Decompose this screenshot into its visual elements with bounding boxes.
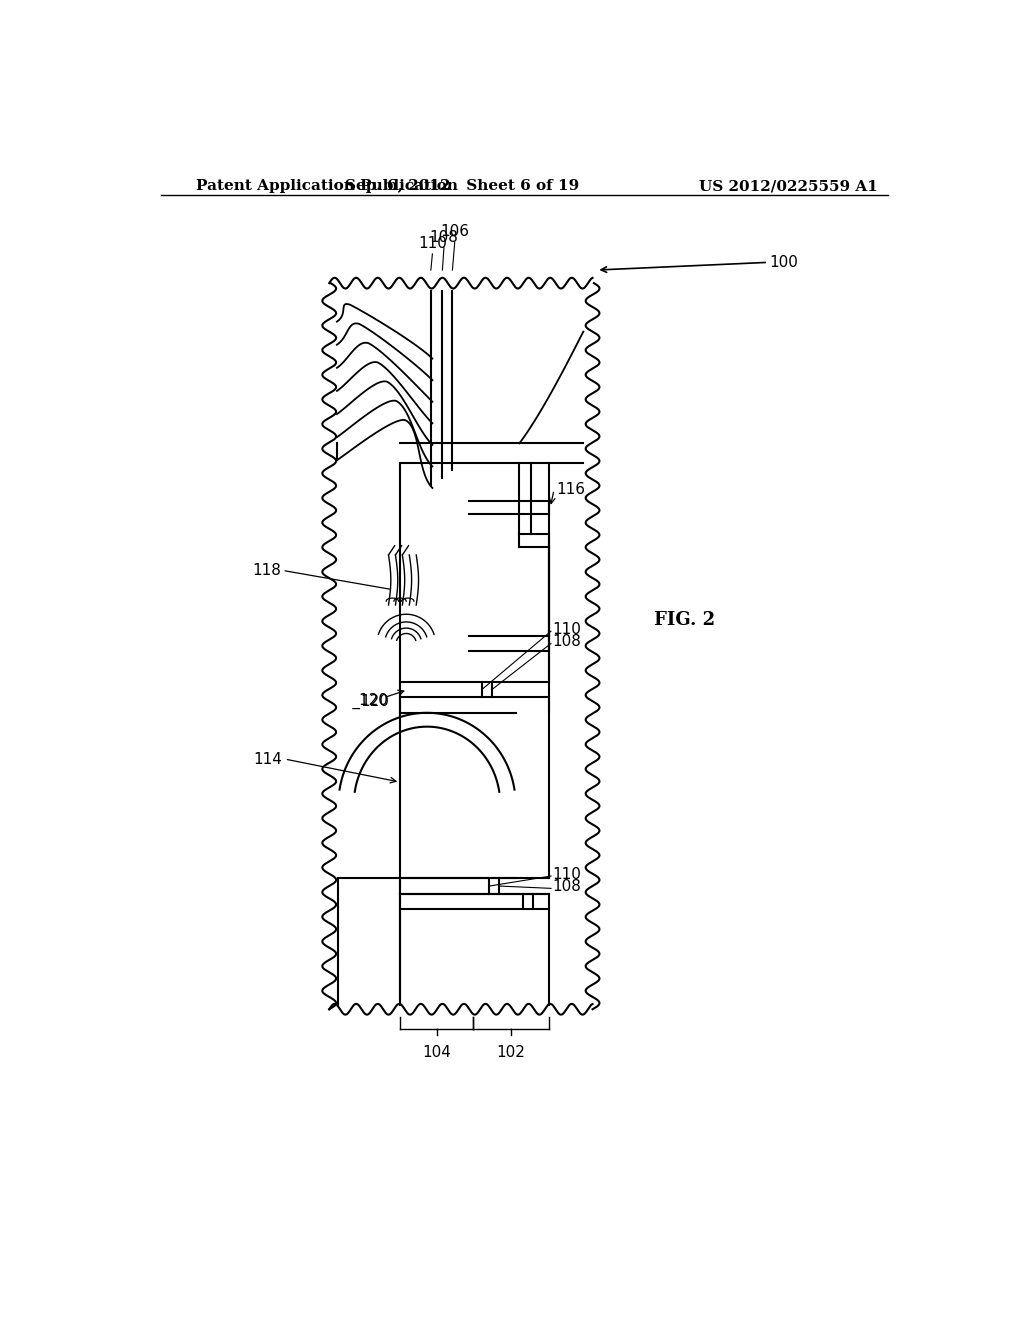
Text: 110: 110 xyxy=(553,622,582,638)
Text: ̲120: ̲120 xyxy=(360,693,389,709)
Text: US 2012/0225559 A1: US 2012/0225559 A1 xyxy=(698,180,878,193)
Text: 118: 118 xyxy=(252,562,281,578)
Text: 108: 108 xyxy=(553,635,582,649)
Text: 110: 110 xyxy=(418,236,446,251)
Text: 120: 120 xyxy=(360,694,389,709)
Text: 110: 110 xyxy=(553,867,582,882)
Text: 102: 102 xyxy=(497,1045,525,1060)
Text: 108: 108 xyxy=(429,230,459,244)
Text: 108: 108 xyxy=(553,879,582,895)
Text: 100: 100 xyxy=(770,255,799,269)
Text: Sep. 6, 2012   Sheet 6 of 19: Sep. 6, 2012 Sheet 6 of 19 xyxy=(344,180,579,193)
Text: 104: 104 xyxy=(422,1045,452,1060)
Text: 116: 116 xyxy=(556,482,586,498)
Text: 114: 114 xyxy=(253,751,283,767)
Text: Patent Application Publication: Patent Application Publication xyxy=(196,180,458,193)
Text: 106: 106 xyxy=(440,224,469,239)
Text: FIG. 2: FIG. 2 xyxy=(654,611,716,630)
